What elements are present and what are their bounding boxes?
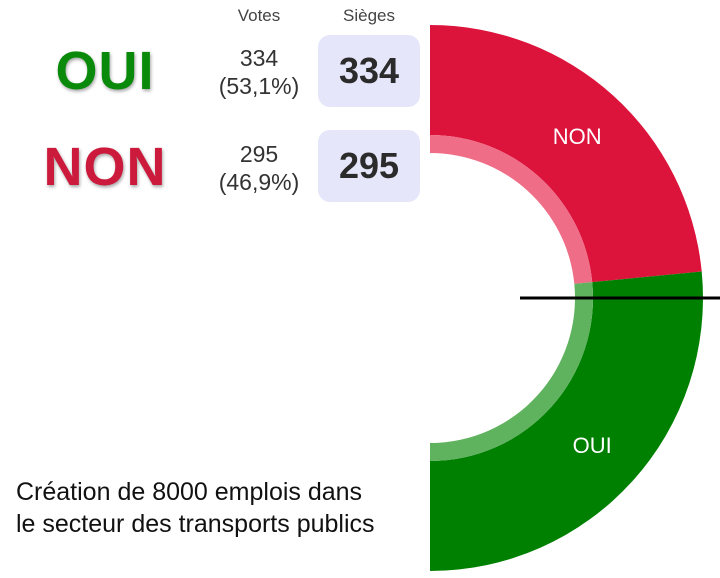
slice-oui — [430, 271, 703, 571]
votes-non-percent: (46,9%) — [218, 169, 300, 195]
seats-non-value: 295 — [338, 145, 400, 186]
votes-non: 295 (46,9%) — [210, 140, 308, 196]
votes-oui-count: 334 — [239, 45, 279, 71]
proposal-description: Création de 8000 emplois dans le secteur… — [16, 476, 426, 540]
slice-label-non: NON — [553, 124, 602, 149]
votes-oui: 334 (53,1%) — [210, 44, 308, 100]
description-line-1: Création de 8000 emplois dans — [16, 478, 363, 506]
description-line-2: le secteur des transports publics — [16, 510, 375, 538]
seats-oui-value: 334 — [338, 50, 400, 91]
slice-non — [430, 25, 702, 283]
votes-non-count: 295 — [239, 141, 279, 167]
votes-oui-percent: (53,1%) — [218, 73, 300, 99]
slice-label-oui: OUI — [573, 433, 612, 458]
seats-column-header: Sièges — [343, 6, 395, 25]
choice-oui-label: OUI — [55, 41, 155, 101]
seats-non-box: 295 — [318, 130, 420, 202]
votes-column-header: Votes — [237, 6, 281, 25]
seats-oui-box: 334 — [318, 35, 420, 107]
slice-inner-oui — [430, 282, 593, 461]
choice-non-label: NON — [43, 137, 167, 197]
slice-inner-non — [430, 135, 593, 284]
